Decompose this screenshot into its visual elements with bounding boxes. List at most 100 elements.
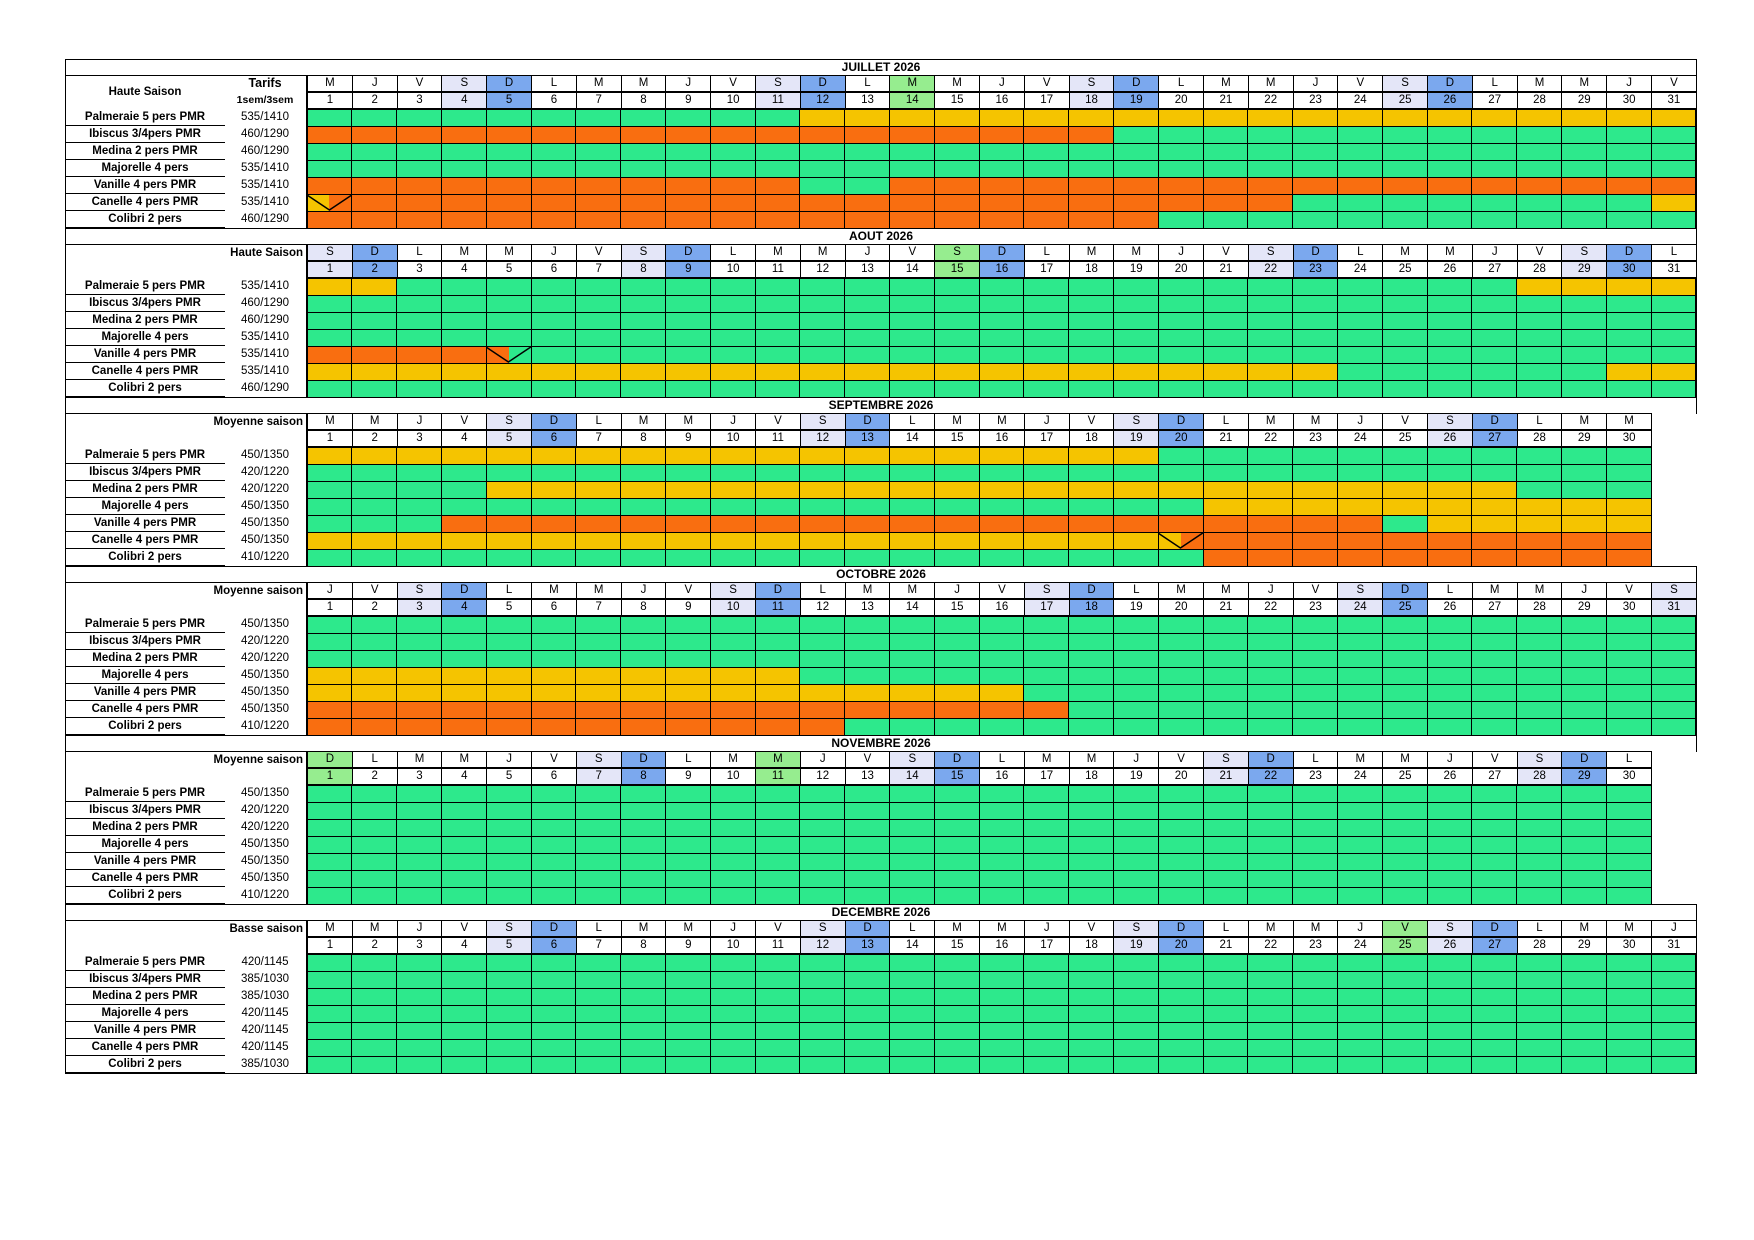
month-block: AOUT 2026 Haute Saison S 1 D 2 L 3 M 4 M 5 J 6 V 7 S 8 D 9 L… [65,228,1697,398]
day-number-cell: 18 [1068,430,1115,447]
grid-line [1650,887,1652,905]
weekday-cell: L [1427,582,1473,599]
grid-line [306,887,308,905]
grid-line [485,312,487,330]
label-underline [65,666,225,667]
grid-line [351,988,353,1006]
grid-line [844,1022,846,1040]
grid-line [1650,616,1652,634]
grid-line [978,971,980,989]
weekday-cell: M [755,244,801,261]
weekday-cell: M [1247,920,1294,937]
grid-line [1605,684,1607,702]
grid-line [485,143,487,161]
availability-segment [844,718,1696,736]
label-underline [65,1055,225,1056]
grid-line [440,481,442,499]
grid-line [1471,718,1473,736]
grid-line [709,211,711,229]
grid-line [754,836,756,854]
grid-line [799,278,801,296]
grid-line [1292,1005,1294,1023]
grid-line [485,1005,487,1023]
grid-line [575,312,577,330]
grid-line [1560,380,1562,398]
grid-line [351,1005,353,1023]
grid-line [709,667,711,685]
grid-line [1381,329,1383,347]
grid-line [307,988,1696,989]
grid-line [664,870,666,888]
grid-line [1381,971,1383,989]
grid-line [799,380,801,398]
grid-line [1605,160,1607,178]
grid-line [888,160,890,178]
grid-line [799,1056,801,1074]
grid-line [1202,667,1204,685]
grid-line [1516,616,1518,634]
grid-line [1695,701,1697,719]
grid-line [1202,532,1204,550]
handover-mark [1158,532,1203,549]
grid-line [396,616,398,634]
grid-line [978,549,980,567]
room-name: Canelle 4 pers PMR [91,703,199,715]
grid-line [1112,802,1114,820]
grid-line [530,515,532,533]
room-tarif: 420/1220 [241,635,289,647]
day-number-cell: 3 [396,430,443,447]
grid-line [1157,785,1159,803]
grid-line [306,109,308,127]
grid-line [1560,295,1562,313]
weekday-cell: L [396,244,443,261]
grid-line [307,971,1696,972]
grid-line [1560,1005,1562,1023]
grid-line [1605,143,1607,161]
grid-line [351,278,353,296]
label-underline [65,903,225,904]
grid-line [1560,836,1562,854]
grid-line [1292,549,1294,567]
grid-line [1605,380,1607,398]
grid-line [1605,853,1607,871]
day-number-cell: 6 [531,430,577,447]
grid-line [888,785,890,803]
grid-line [530,616,532,634]
grid-line [1516,329,1518,347]
grid-line [351,211,353,229]
grid-line [1695,971,1697,989]
grid-line [307,616,1696,617]
grid-line [396,481,398,499]
grid-line [1023,278,1025,296]
day-number-cell: 28 [1516,430,1563,447]
grid-line [307,498,1651,499]
grid-line [396,177,398,195]
grid-line [440,887,442,905]
weekday-cell: M [1068,244,1115,261]
grid-line [575,515,577,533]
grid-line [620,363,622,381]
weekday-cell: M [1292,920,1339,937]
day-number-cell: 5 [486,937,532,954]
grid-line [307,295,1696,296]
day-number-cell: 6 [531,92,577,109]
weekday-cell: J [1158,244,1204,261]
weekday-cell: J [620,582,667,599]
grid-line [1112,836,1114,854]
grid-line [1381,1022,1383,1040]
weekday-cell: M [1113,244,1160,261]
grid-line [888,447,890,465]
weekday-cell: J [710,413,756,430]
grid-line [396,109,398,127]
grid-line [1202,616,1204,634]
day-number-cell: 1 [307,92,353,109]
grid-line [1426,667,1428,685]
room-name: Palmeraie 5 pers PMR [84,618,206,630]
grid-line [530,870,532,888]
grid-line [1695,380,1697,398]
weekday-cell: L [1203,413,1249,430]
weekday-cell: M [620,413,667,430]
weekday-cell: J [844,244,891,261]
grid-line [709,295,711,313]
day-number-cell: 25 [1382,768,1428,785]
